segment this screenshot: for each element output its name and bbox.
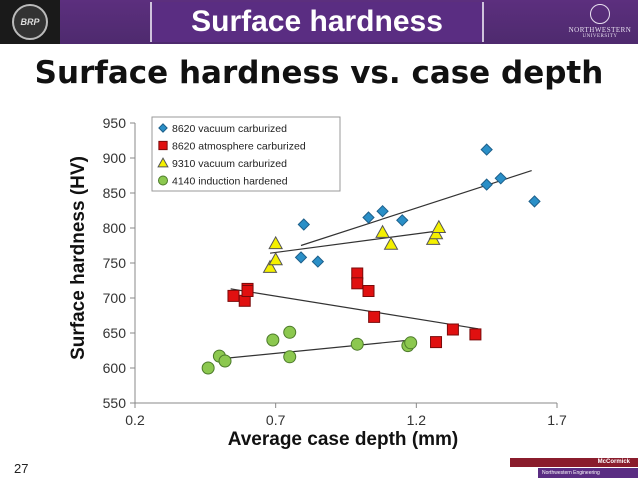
legend-marker-circle [158,175,168,186]
y-tick-label: 600 [103,360,127,376]
footer-line1: McCormick [597,459,630,465]
data-point-diamond [362,211,375,224]
legend-box [151,116,341,192]
data-point-triangle [268,251,284,266]
legend-label-triangle: 9310 vacuum carburized [172,158,287,170]
x-tick-label: 0.2 [125,412,145,428]
data-point-circle [266,333,280,347]
header-title: Surface hardness [150,2,484,42]
data-point-diamond [494,172,507,185]
legend-label-square: 8620 atmosphere carburized [172,141,306,153]
data-point-diamond [480,178,493,191]
legend-marker-square [158,140,168,151]
data-point-triangle [262,259,278,273]
legend-label-diamond: 8620 vacuum carburized [172,123,287,135]
data-point-square [430,336,443,349]
data-point-square [241,285,254,297]
footer-line2: Northwestern Engineering [538,468,638,478]
data-point-triangle [268,235,284,250]
data-point-diamond [480,143,493,156]
y-tick-label: 850 [103,185,127,201]
legend-label-circle: 4140 induction hardened [172,176,288,188]
trend-line-circle [219,339,411,360]
logo-right-line2: UNIVERSITY [582,34,618,39]
page-number: 27 [14,461,29,476]
data-point-triangle [383,236,399,250]
data-point-triangle [431,219,447,233]
data-point-circle [283,350,297,364]
data-point-diamond [294,251,308,264]
x-tick-label: 1.7 [547,412,567,428]
x-tick-label: 1.2 [407,412,427,428]
trend-line-triangle [269,229,445,254]
y-axis-label: Surface hardness (HV) [68,156,89,360]
y-tick-label: 950 [103,115,127,131]
data-point-square [446,323,459,336]
slide-title: Surface hardness vs. case depth [34,55,604,91]
logo-right-line1: NORTHWESTERN [568,26,632,34]
y-tick-label: 550 [103,395,127,411]
brp-logo-text: BRP [20,17,40,27]
trend-line-diamond [300,170,532,247]
data-point-circle [218,354,232,368]
northwestern-logo: NORTHWESTERN UNIVERSITY [568,2,632,42]
data-point-diamond [297,218,311,231]
data-point-diamond [396,214,409,227]
data-point-diamond [311,255,325,268]
y-tick-label: 700 [103,290,127,306]
brp-logo-icon: BRP [12,4,48,40]
chart-axes: 550 600 650 700 750 800 850 900 950 0.2 0.7 1.2 1.7 [103,115,567,428]
trend-lines [219,170,532,360]
data-point-triangle [375,224,390,238]
x-axis-label: Average case depth (mm) [228,429,459,450]
data-point-square [469,328,482,341]
x-tick-label: 0.7 [266,412,286,428]
data-point-circle [201,361,215,375]
data-point-circle [283,325,297,339]
data-point-square [351,277,364,290]
data-point-circle [404,336,418,350]
mccormick-logo: McCormick Northwestern Engineering [510,458,638,479]
y-tick-label: 800 [103,220,127,236]
data-point-diamond [528,195,541,208]
footer-strip [510,458,638,467]
legend: 8620 vacuum carburized 8620 atmosphere ca… [151,116,341,192]
data-point-circle [350,337,364,351]
data-point-square [368,310,381,323]
data-point-diamond [376,204,389,218]
legend-marker-triangle [157,157,169,168]
y-tick-label: 750 [103,255,127,271]
y-tick-label: 650 [103,325,127,341]
logo-left: BRP [0,0,60,44]
y-tick-label: 900 [103,150,127,166]
data-point-square [227,289,240,302]
legend-marker-diamond [158,123,168,133]
seal-icon [590,4,610,24]
data-points [201,143,541,375]
data-point-square [362,285,375,297]
trend-line-square [230,288,479,330]
